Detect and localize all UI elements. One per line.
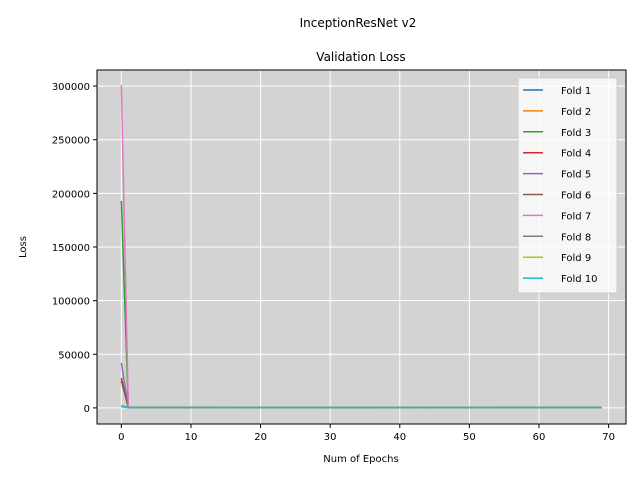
y-axis: 0 50000 100000 150000 200000 250000 300000 (52, 82, 97, 415)
legend-label: Fold 3 (561, 128, 591, 139)
legend-label: Fold 8 (561, 232, 591, 243)
chart-title: Validation Loss (316, 50, 405, 64)
y-tick-label: 150000 (52, 243, 90, 254)
legend-label: Fold 9 (561, 253, 591, 264)
x-tick-label: 70 (602, 432, 615, 443)
y-axis-label: Loss (18, 236, 29, 258)
x-tick-label: 30 (324, 432, 337, 443)
y-tick-label: 200000 (52, 189, 90, 200)
x-tick-label: 10 (185, 432, 198, 443)
legend-label: Fold 2 (561, 107, 591, 118)
y-tick-label: 300000 (52, 82, 90, 93)
legend-label: Fold 6 (561, 191, 591, 202)
x-tick-label: 50 (463, 432, 476, 443)
legend-label: Fold 4 (561, 149, 591, 160)
x-tick-label: 0 (118, 432, 124, 443)
legend-label: Fold 1 (561, 86, 591, 97)
y-tick-label: 50000 (58, 350, 90, 361)
x-axis-label: Num of Epochs (323, 454, 398, 465)
series-layer (120, 85, 602, 409)
y-tick-label: 100000 (52, 297, 90, 308)
legend-label: Fold 10 (561, 274, 598, 285)
x-tick-label: 40 (393, 432, 406, 443)
y-tick-label: 0 (84, 404, 90, 415)
legend: Fold 1 Fold 2 Fold 3 Fold 4 Fold 5 Fold 6 Fold… (517, 77, 618, 294)
series-line-fold-10 (121, 405, 602, 409)
legend-label: Fold 5 (561, 170, 591, 181)
x-tick-label: 20 (254, 432, 267, 443)
x-axis: 0 10 20 30 40 50 60 70 (118, 424, 615, 443)
y-tick-label: 250000 (52, 136, 90, 147)
legend-label: Fold 7 (561, 211, 591, 222)
x-tick-label: 60 (533, 432, 546, 443)
figure-suptitle: InceptionResNet v2 (300, 16, 417, 30)
